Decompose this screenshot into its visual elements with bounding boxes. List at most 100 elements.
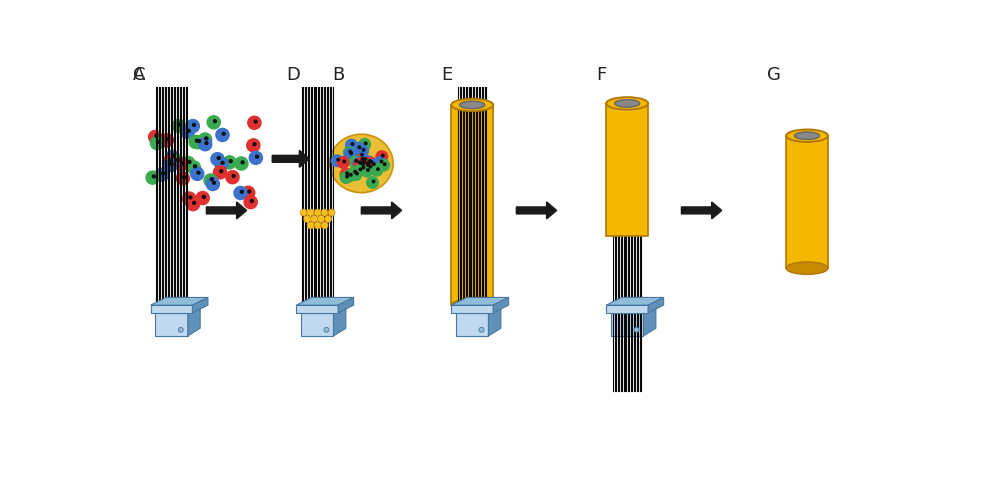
Circle shape [247, 139, 260, 152]
Circle shape [193, 201, 196, 204]
FancyBboxPatch shape [606, 305, 648, 313]
Circle shape [367, 161, 370, 164]
Circle shape [344, 170, 356, 182]
Circle shape [188, 160, 191, 163]
Circle shape [207, 116, 220, 129]
Circle shape [150, 137, 164, 150]
Circle shape [248, 116, 261, 129]
Circle shape [176, 158, 179, 161]
Circle shape [170, 155, 183, 168]
Circle shape [217, 156, 220, 159]
Text: F: F [596, 67, 606, 85]
Ellipse shape [451, 99, 493, 111]
Circle shape [213, 166, 227, 179]
Circle shape [205, 137, 208, 140]
Circle shape [157, 141, 160, 143]
Circle shape [350, 173, 352, 176]
Circle shape [340, 169, 352, 180]
Circle shape [191, 136, 205, 149]
Circle shape [176, 172, 189, 185]
Circle shape [362, 163, 364, 165]
Circle shape [364, 162, 375, 173]
Circle shape [172, 119, 185, 132]
Polygon shape [338, 298, 354, 313]
Circle shape [186, 198, 200, 211]
Circle shape [350, 169, 362, 180]
Circle shape [213, 181, 215, 184]
Polygon shape [155, 305, 200, 313]
Circle shape [349, 156, 361, 168]
Ellipse shape [794, 132, 820, 140]
Text: C: C [133, 67, 145, 85]
Circle shape [363, 156, 375, 168]
Circle shape [378, 159, 389, 171]
Circle shape [183, 192, 196, 205]
Circle shape [304, 215, 311, 223]
Circle shape [229, 160, 232, 163]
Text: G: G [767, 67, 781, 85]
Circle shape [362, 166, 365, 169]
Circle shape [355, 160, 357, 162]
Circle shape [365, 157, 376, 169]
Circle shape [250, 199, 253, 202]
Circle shape [349, 150, 352, 153]
Circle shape [240, 190, 243, 193]
Circle shape [181, 126, 194, 139]
Circle shape [189, 135, 202, 148]
Circle shape [382, 155, 384, 157]
Circle shape [179, 123, 181, 126]
FancyArrow shape [516, 202, 557, 219]
Circle shape [314, 209, 321, 216]
Circle shape [634, 327, 639, 332]
Circle shape [359, 168, 362, 170]
Ellipse shape [615, 99, 640, 107]
Circle shape [170, 163, 173, 166]
Circle shape [357, 156, 369, 168]
Circle shape [372, 180, 375, 183]
Polygon shape [456, 305, 501, 313]
Circle shape [183, 176, 186, 179]
Circle shape [362, 157, 374, 169]
Circle shape [249, 151, 262, 164]
FancyBboxPatch shape [606, 103, 648, 236]
Circle shape [318, 215, 325, 223]
Circle shape [197, 171, 200, 174]
Circle shape [348, 167, 360, 179]
Circle shape [377, 168, 379, 170]
Circle shape [199, 133, 212, 146]
Circle shape [356, 159, 368, 171]
FancyBboxPatch shape [301, 313, 333, 336]
Circle shape [367, 177, 378, 188]
Circle shape [187, 129, 190, 132]
Circle shape [373, 163, 375, 165]
Circle shape [343, 147, 355, 158]
Ellipse shape [786, 262, 828, 274]
Circle shape [232, 174, 235, 177]
Circle shape [375, 157, 386, 168]
Circle shape [354, 170, 356, 173]
Circle shape [186, 120, 199, 133]
Circle shape [340, 172, 352, 183]
Circle shape [380, 160, 383, 163]
Circle shape [300, 209, 307, 216]
Circle shape [376, 151, 388, 162]
Circle shape [204, 174, 217, 187]
Circle shape [328, 209, 335, 216]
Polygon shape [643, 305, 656, 336]
Circle shape [196, 191, 209, 205]
FancyBboxPatch shape [155, 313, 188, 336]
Circle shape [325, 215, 332, 223]
Circle shape [155, 134, 158, 137]
Polygon shape [488, 305, 501, 336]
FancyBboxPatch shape [451, 305, 493, 313]
Circle shape [357, 145, 368, 156]
Circle shape [172, 155, 175, 157]
Circle shape [146, 171, 159, 184]
Circle shape [194, 165, 196, 168]
Circle shape [346, 175, 348, 178]
Circle shape [346, 172, 348, 174]
Circle shape [353, 157, 364, 169]
Circle shape [346, 139, 357, 151]
Circle shape [198, 140, 201, 142]
Circle shape [189, 196, 192, 199]
